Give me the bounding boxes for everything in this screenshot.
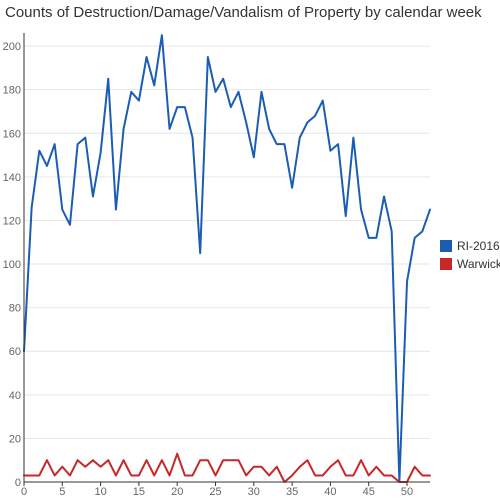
x-tick-label: 5 — [59, 486, 65, 498]
x-tick-label: 15 — [133, 486, 145, 498]
x-tick-label: 10 — [94, 486, 106, 498]
y-tick-label: 100 — [3, 259, 21, 271]
y-tick-label: 160 — [3, 128, 21, 140]
y-tick-label: 80 — [9, 303, 21, 315]
x-tick-label: 45 — [363, 486, 375, 498]
y-tick-label: 180 — [3, 85, 21, 97]
x-tick-label: 30 — [248, 486, 260, 498]
plot-area — [23, 34, 431, 483]
series-line-ri-2016 — [23, 34, 431, 483]
axes: 0 20 40 60 80 100 120 140 160 180 200 0 5 10 15 20 25 30 3… — [3, 33, 430, 498]
x-tick-label: 35 — [286, 486, 298, 498]
legend-label-warwick: Warwick — [457, 257, 500, 271]
legend: RI-2016 Warwick — [440, 239, 500, 271]
x-tick-label: 40 — [324, 486, 336, 498]
series-line-warwick — [23, 452, 431, 483]
y-tick-label: 20 — [9, 433, 21, 445]
y-tick-label: 40 — [9, 390, 21, 402]
legend-label-ri-2016: RI-2016 — [457, 239, 500, 253]
grid — [24, 45, 430, 439]
legend-swatch-ri-2016 — [440, 240, 452, 252]
y-tick-label: 60 — [9, 346, 21, 358]
legend-swatch-warwick — [440, 258, 452, 270]
x-tick-label: 0 — [21, 486, 27, 498]
chart-title: Counts of Destruction/Damage/Vandalism o… — [5, 4, 482, 21]
y-tick-label: 200 — [3, 41, 21, 53]
y-tick-label: 120 — [3, 215, 21, 227]
x-tick-label: 25 — [209, 486, 221, 498]
x-tick-label: 20 — [171, 486, 183, 498]
x-tick-label: 50 — [401, 486, 413, 498]
y-tick-label: 0 — [15, 477, 21, 489]
y-tick-label: 140 — [3, 172, 21, 184]
